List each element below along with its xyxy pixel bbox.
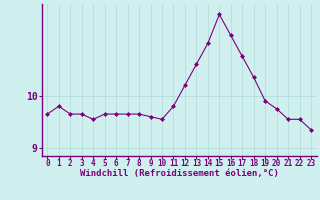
X-axis label: Windchill (Refroidissement éolien,°C): Windchill (Refroidissement éolien,°C): [80, 169, 279, 178]
